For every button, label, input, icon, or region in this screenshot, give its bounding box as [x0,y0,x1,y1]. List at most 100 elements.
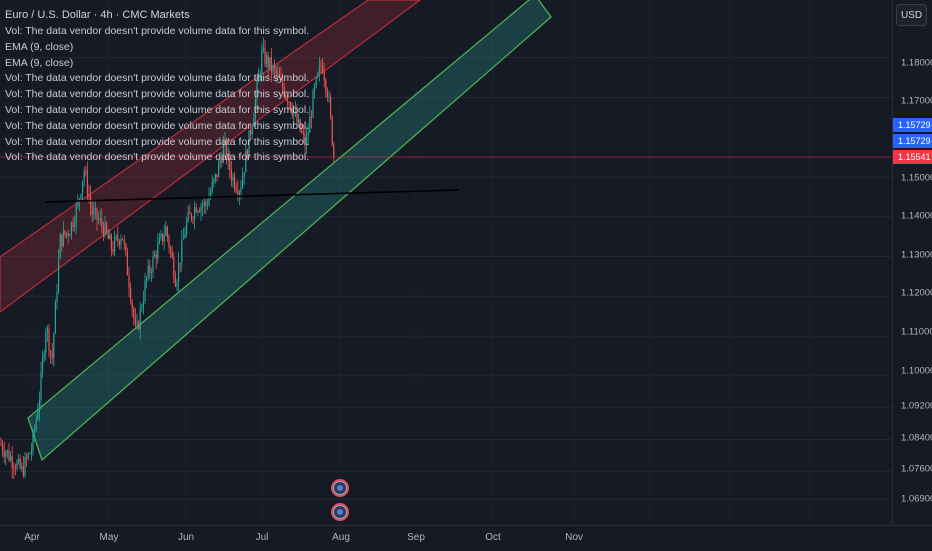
candle-body [62,230,64,246]
price-axis[interactable]: 1.18000 1.17000 1.15000 1.14000 1.13000 … [892,0,932,525]
candle-body [288,102,290,104]
candle-body [158,237,160,244]
candlestick-series [0,37,335,479]
candle-body [75,205,77,224]
time-tick-label: Jul [255,532,269,543]
candle-body [6,450,8,453]
candle-body [218,162,220,177]
candle-body [245,150,247,173]
price-tag-blue-2: 1.15729 [893,134,932,148]
candle-body [259,73,261,76]
candle-body [154,254,156,257]
symbol-title[interactable]: Euro / U.S. Dollar · 4h · CMC Markets [5,9,190,21]
candle-body [333,144,335,157]
candle-body [272,65,274,72]
indicator-line[interactable]: Vol: The data vendor doesn't provide vol… [5,88,310,101]
candle-body [133,308,135,319]
candle-body [186,221,188,234]
price-tag-blue: 1.15729 [893,118,932,132]
candle-body [298,119,300,123]
candle-body [282,78,284,88]
indicator-line[interactable]: Vol: The data vendor doesn't provide vol… [5,25,310,37]
candle-body [170,247,172,252]
chart-grid [0,0,892,525]
candle-body [176,282,178,287]
candle-body [310,116,312,118]
indicator-line[interactable]: EMA (9, close) [5,56,74,69]
candle-body [174,277,176,287]
candle-body [208,197,210,206]
candle-body [53,333,55,358]
candle-body [26,457,28,459]
candle-body [155,254,157,259]
time-tick-label: Aug [332,532,350,543]
candle-body [213,179,215,183]
candle-body [323,72,325,80]
candle-body [142,300,144,308]
candle-body [184,233,186,238]
candle-body [275,69,277,75]
candle-body [293,112,295,116]
candle-body [330,96,332,117]
candle-body [285,96,287,98]
candle-body [291,108,293,116]
economic-event-icon[interactable] [331,503,349,521]
currency-button[interactable]: USD [896,4,927,26]
candle-body [290,102,292,109]
candle-body [254,99,256,118]
candle-body [280,77,282,79]
candle-body [22,466,24,476]
indicator-line[interactable]: Vol: The data vendor doesn't provide vol… [5,72,310,85]
candle-body [163,235,165,242]
indicator-line[interactable]: Vol: The data vendor doesn't provide vol… [5,135,310,148]
candle-body [104,223,106,237]
candle-body [173,257,175,278]
candle-body [171,251,173,258]
candle-body [106,223,108,233]
candle-body [139,308,141,330]
indicator-line[interactable]: EMA (9, close) [5,40,74,53]
candle-body [165,227,167,236]
candle-body [243,172,245,177]
candle-body [227,154,229,161]
indicator-line[interactable]: Vol: The data vendor doesn't provide vol… [5,119,310,132]
candle-body [99,218,101,220]
candle-body [331,116,333,145]
candle-body [230,169,232,181]
candle-body [270,57,272,72]
candle-body [131,301,133,309]
candle-body [91,205,93,215]
candle-body [219,160,221,163]
candle-body [152,256,154,273]
candle-body [181,239,183,263]
candle-body [248,130,250,158]
candle-body [128,275,130,289]
candle-body [157,243,159,259]
candle-body [325,79,327,91]
candle-body [125,243,127,252]
support-line[interactable] [44,189,460,203]
indicator-line[interactable]: Vol: The data vendor doesn't provide vol… [5,103,310,116]
economic-event-icon[interactable] [331,479,349,497]
candle-body [13,467,15,469]
candle-body [262,47,264,51]
candle-body [83,171,85,181]
indicator-line[interactable]: Vol: The data vendor doesn't provide vol… [5,151,310,164]
candle-body [194,207,196,219]
candle-body [326,90,328,98]
green-channel-band[interactable] [27,0,552,462]
price-tick-label: 1.07600 [901,463,932,475]
candle-body [203,201,205,206]
candle-body [10,456,12,461]
candle-body [56,291,58,303]
time-axis[interactable]: Apr May Jun Jul Aug Sep Oct Nov [0,525,932,551]
candle-body [304,133,306,146]
candle-body [102,225,104,237]
candle-body [130,288,132,302]
candle-body [302,132,304,134]
price-tick-label: 1.17000 [901,95,932,107]
candle-body [283,87,285,97]
candle-body [3,451,5,457]
candle-body [318,65,320,73]
